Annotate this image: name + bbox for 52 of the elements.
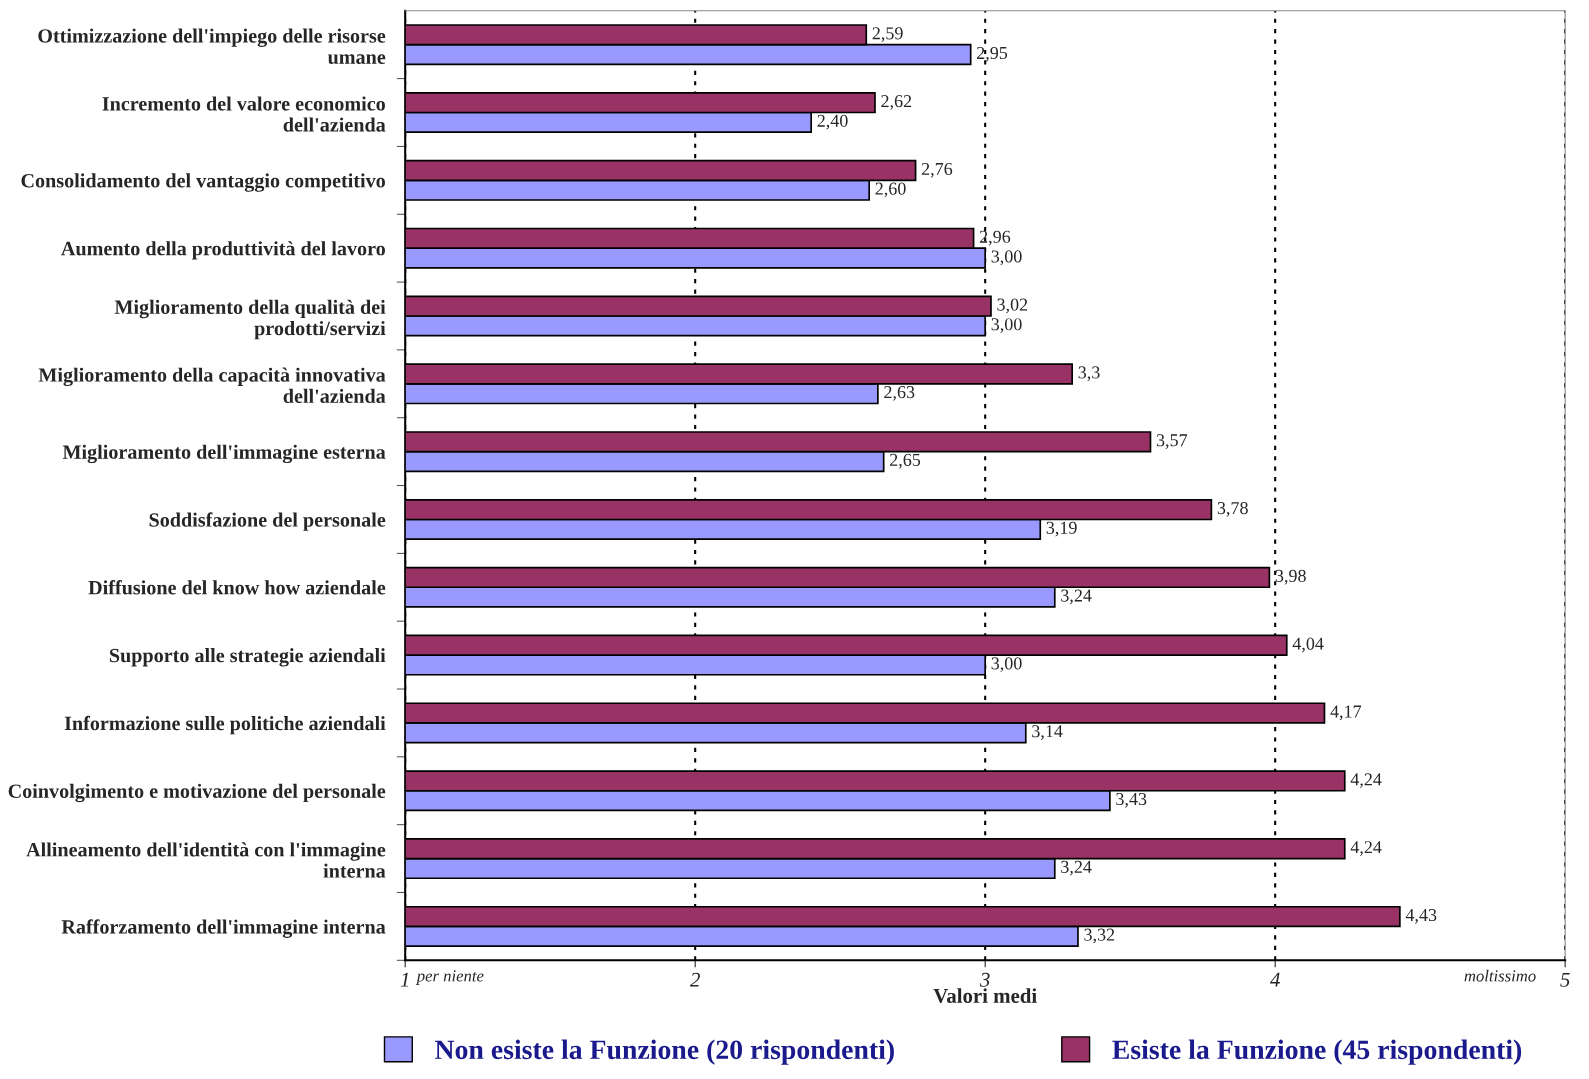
data-label: 3,3 xyxy=(1078,366,1100,382)
y-tick-label: Rafforzamento dell'immagine interna xyxy=(61,919,386,938)
legend-label: Non esiste la Funzione (20 rispondenti) xyxy=(435,1039,894,1065)
data-label: 3,57 xyxy=(1156,434,1188,449)
y-tick-label: Coinvolgimento e motivazione del personale xyxy=(8,783,386,803)
data-label: 2,95 xyxy=(977,46,1008,62)
y-tick-label: Miglioramento della qualità dei prodotti/servizi xyxy=(114,299,386,340)
data-label: 2,96 xyxy=(979,230,1011,246)
y-tick-label: Aumento della produttività del lavoro xyxy=(61,241,385,260)
y-tick-label: Miglioramento dell'immagine esterna xyxy=(62,444,386,464)
data-label: 3,32 xyxy=(1084,928,1115,944)
x-tick-label: 2 xyxy=(689,972,700,987)
x-tick-label: 3 xyxy=(979,972,990,987)
text: per niente xyxy=(415,970,484,985)
data-label: 4,04 xyxy=(1292,637,1324,653)
legend-label: Esiste la Funzione (45 rispondenti) xyxy=(1112,1039,1522,1065)
data-label: 3,00 xyxy=(991,250,1022,266)
y-tick-label: Diffusione del know how aziendale xyxy=(88,580,386,595)
data-label: 4,24 xyxy=(1350,841,1382,856)
text: moltissimo xyxy=(1464,969,1536,982)
data-label: 3,00 xyxy=(991,657,1022,673)
data-label: 4,24 xyxy=(1350,773,1382,789)
x-tick-label: 1 xyxy=(400,972,409,987)
data-label: 2,60 xyxy=(875,182,906,198)
data-label: 4,17 xyxy=(1330,705,1362,721)
data-label: 2,63 xyxy=(884,386,915,401)
data-label: 3,14 xyxy=(1032,725,1063,740)
data-label: 3,24 xyxy=(1061,589,1092,605)
data-label: 3,98 xyxy=(1275,569,1306,585)
y-tick-label: Allineamento dell'identità con l'immagine interna xyxy=(26,842,386,878)
y-tick-label: Informazione sulle politiche aziendali xyxy=(64,715,386,735)
data-label: 3,78 xyxy=(1217,501,1248,517)
data-label: 2,76 xyxy=(921,162,953,178)
data-label: 4,43 xyxy=(1405,908,1437,924)
data-label: 2,40 xyxy=(817,114,848,130)
y-tick-label: Soddisfazione del personale xyxy=(149,512,386,531)
y-tick-label: Miglioramento della capacità innovativa dell'azienda xyxy=(38,367,386,404)
x-tick-label: 4 xyxy=(1270,972,1280,987)
y-tick-label: Consolidamento del vantaggio competitivo xyxy=(21,173,385,192)
data-label: 3,43 xyxy=(1116,792,1147,808)
y-tick-label: Incremento del valore economico dell'azienda xyxy=(102,96,386,132)
x-tick-label: 5 xyxy=(1560,972,1570,987)
y-tick-label: Supporto alle strategie aziendali xyxy=(109,648,386,667)
data-label: 2,62 xyxy=(881,95,912,110)
data-label: 2,65 xyxy=(890,453,921,469)
data-label: 2,59 xyxy=(872,27,903,42)
x-axis-title: Valori medi xyxy=(933,988,1037,1003)
y-tick-label: Ottimizzazione dell'impiego delle risorse umane xyxy=(38,28,386,64)
data-label: 3,19 xyxy=(1046,521,1077,537)
data-label: 3,00 xyxy=(991,318,1022,333)
data-label: 3,24 xyxy=(1061,860,1092,876)
data-label: 3,02 xyxy=(997,298,1028,314)
